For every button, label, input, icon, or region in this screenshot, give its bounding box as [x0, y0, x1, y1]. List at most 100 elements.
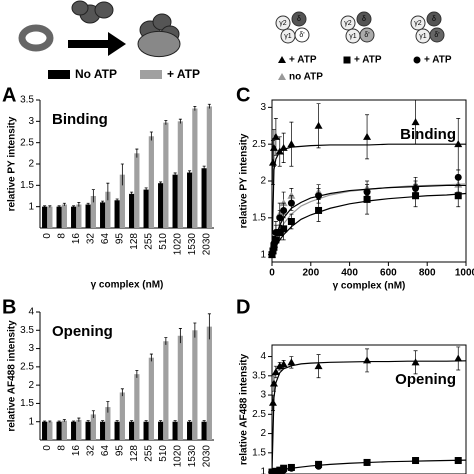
y-tick-label: 3: [260, 390, 266, 401]
error-bar: [164, 120, 168, 125]
point: [279, 199, 288, 207]
point: [279, 143, 288, 151]
bar: [129, 193, 135, 228]
error-bar: [43, 205, 47, 208]
error-bar: [135, 370, 139, 378]
point: [276, 214, 284, 222]
y-tick-label: 2: [260, 176, 266, 187]
subunit: [410, 15, 426, 31]
point: [363, 132, 372, 140]
schematic: [18, 0, 181, 58]
bar: [192, 108, 198, 228]
y-tick-label: 3: [28, 116, 34, 127]
error-bar: [72, 420, 76, 423]
error-bar: [86, 420, 90, 423]
bar: [119, 392, 125, 440]
error-bar: [86, 202, 90, 206]
point: [363, 356, 372, 364]
point: [279, 360, 288, 368]
bar: [85, 421, 91, 440]
error-bar: [106, 182, 110, 201]
bar: [187, 172, 193, 228]
x-tick-label: 8: [56, 445, 67, 451]
point: [280, 225, 288, 233]
bar: [129, 421, 135, 440]
bar: [47, 206, 53, 228]
subunit-label: δ': [434, 32, 439, 39]
x-tick-label: 255: [143, 233, 154, 250]
x-tick-label: 800: [419, 268, 436, 279]
error-bar: [149, 353, 153, 362]
x-tick-label: 128: [129, 233, 140, 250]
bar: [42, 421, 48, 440]
x-tick-label: 510: [158, 445, 169, 462]
subunit: [356, 11, 372, 27]
point: [314, 121, 323, 129]
x-tick-label: 255: [143, 445, 154, 462]
x-tick-label: 0: [269, 268, 275, 279]
error-bar: [48, 205, 52, 208]
legend-marker: [413, 56, 421, 64]
bar: [201, 168, 207, 228]
y-tick-label: 3.5: [20, 325, 34, 336]
x-tick-label: 510: [158, 233, 169, 250]
error-bar: [164, 337, 168, 345]
error-bar: [120, 388, 124, 397]
error-bar: [188, 420, 192, 423]
point: [411, 118, 420, 126]
error-bar: [48, 420, 52, 423]
clamp-ring: [18, 24, 54, 52]
subunit-label: γ1: [284, 33, 292, 40]
y-tick-label: 3.5: [20, 95, 34, 106]
x-tick-label: 200: [302, 268, 319, 279]
error-bar: [159, 181, 163, 185]
x-tick-label: 8: [56, 233, 67, 239]
point: [269, 143, 278, 151]
subunit-label: δ: [362, 16, 366, 23]
legend-label: + ATP: [424, 55, 452, 66]
error-bar: [207, 313, 211, 340]
error-bar: [77, 417, 81, 422]
point: [411, 358, 420, 366]
x-tick-label: 64: [100, 233, 111, 245]
point: [287, 191, 296, 199]
error-bar: [144, 420, 148, 423]
bar: [100, 202, 106, 228]
y-tick-label: 2.5: [20, 137, 34, 148]
subunit-label: γ1: [419, 33, 427, 40]
x-tick-label: 2030: [201, 233, 212, 256]
point: [268, 158, 277, 166]
point: [269, 379, 278, 387]
point: [454, 457, 462, 465]
point: [287, 358, 296, 366]
annotation: Opening: [52, 323, 113, 340]
point: [363, 188, 371, 196]
error-bar: [57, 205, 61, 208]
legend-label: + ATP: [167, 67, 200, 81]
legend-label: + ATP: [289, 55, 317, 66]
error-bar: [178, 328, 182, 344]
bar: [90, 196, 96, 228]
bar: [187, 421, 193, 440]
bar: [114, 200, 120, 228]
point: [271, 367, 280, 375]
bar: [114, 421, 120, 440]
legend-label: no ATP: [289, 72, 323, 83]
subunit-label: γ2: [279, 20, 287, 27]
bar: [47, 421, 53, 440]
point: [287, 140, 296, 148]
bar: [158, 183, 164, 228]
bar: [143, 421, 149, 440]
bar: [143, 189, 149, 228]
y-axis-label: relative AF488 intensity: [239, 353, 250, 465]
bar: [56, 421, 62, 440]
bar: [201, 421, 207, 440]
panel-label: B: [2, 296, 16, 318]
y-tick-label: 2: [28, 380, 34, 391]
point: [454, 192, 462, 200]
point: [268, 398, 277, 406]
point: [287, 218, 295, 225]
y-tick-label: 1: [28, 416, 34, 427]
error-bar: [72, 205, 76, 208]
